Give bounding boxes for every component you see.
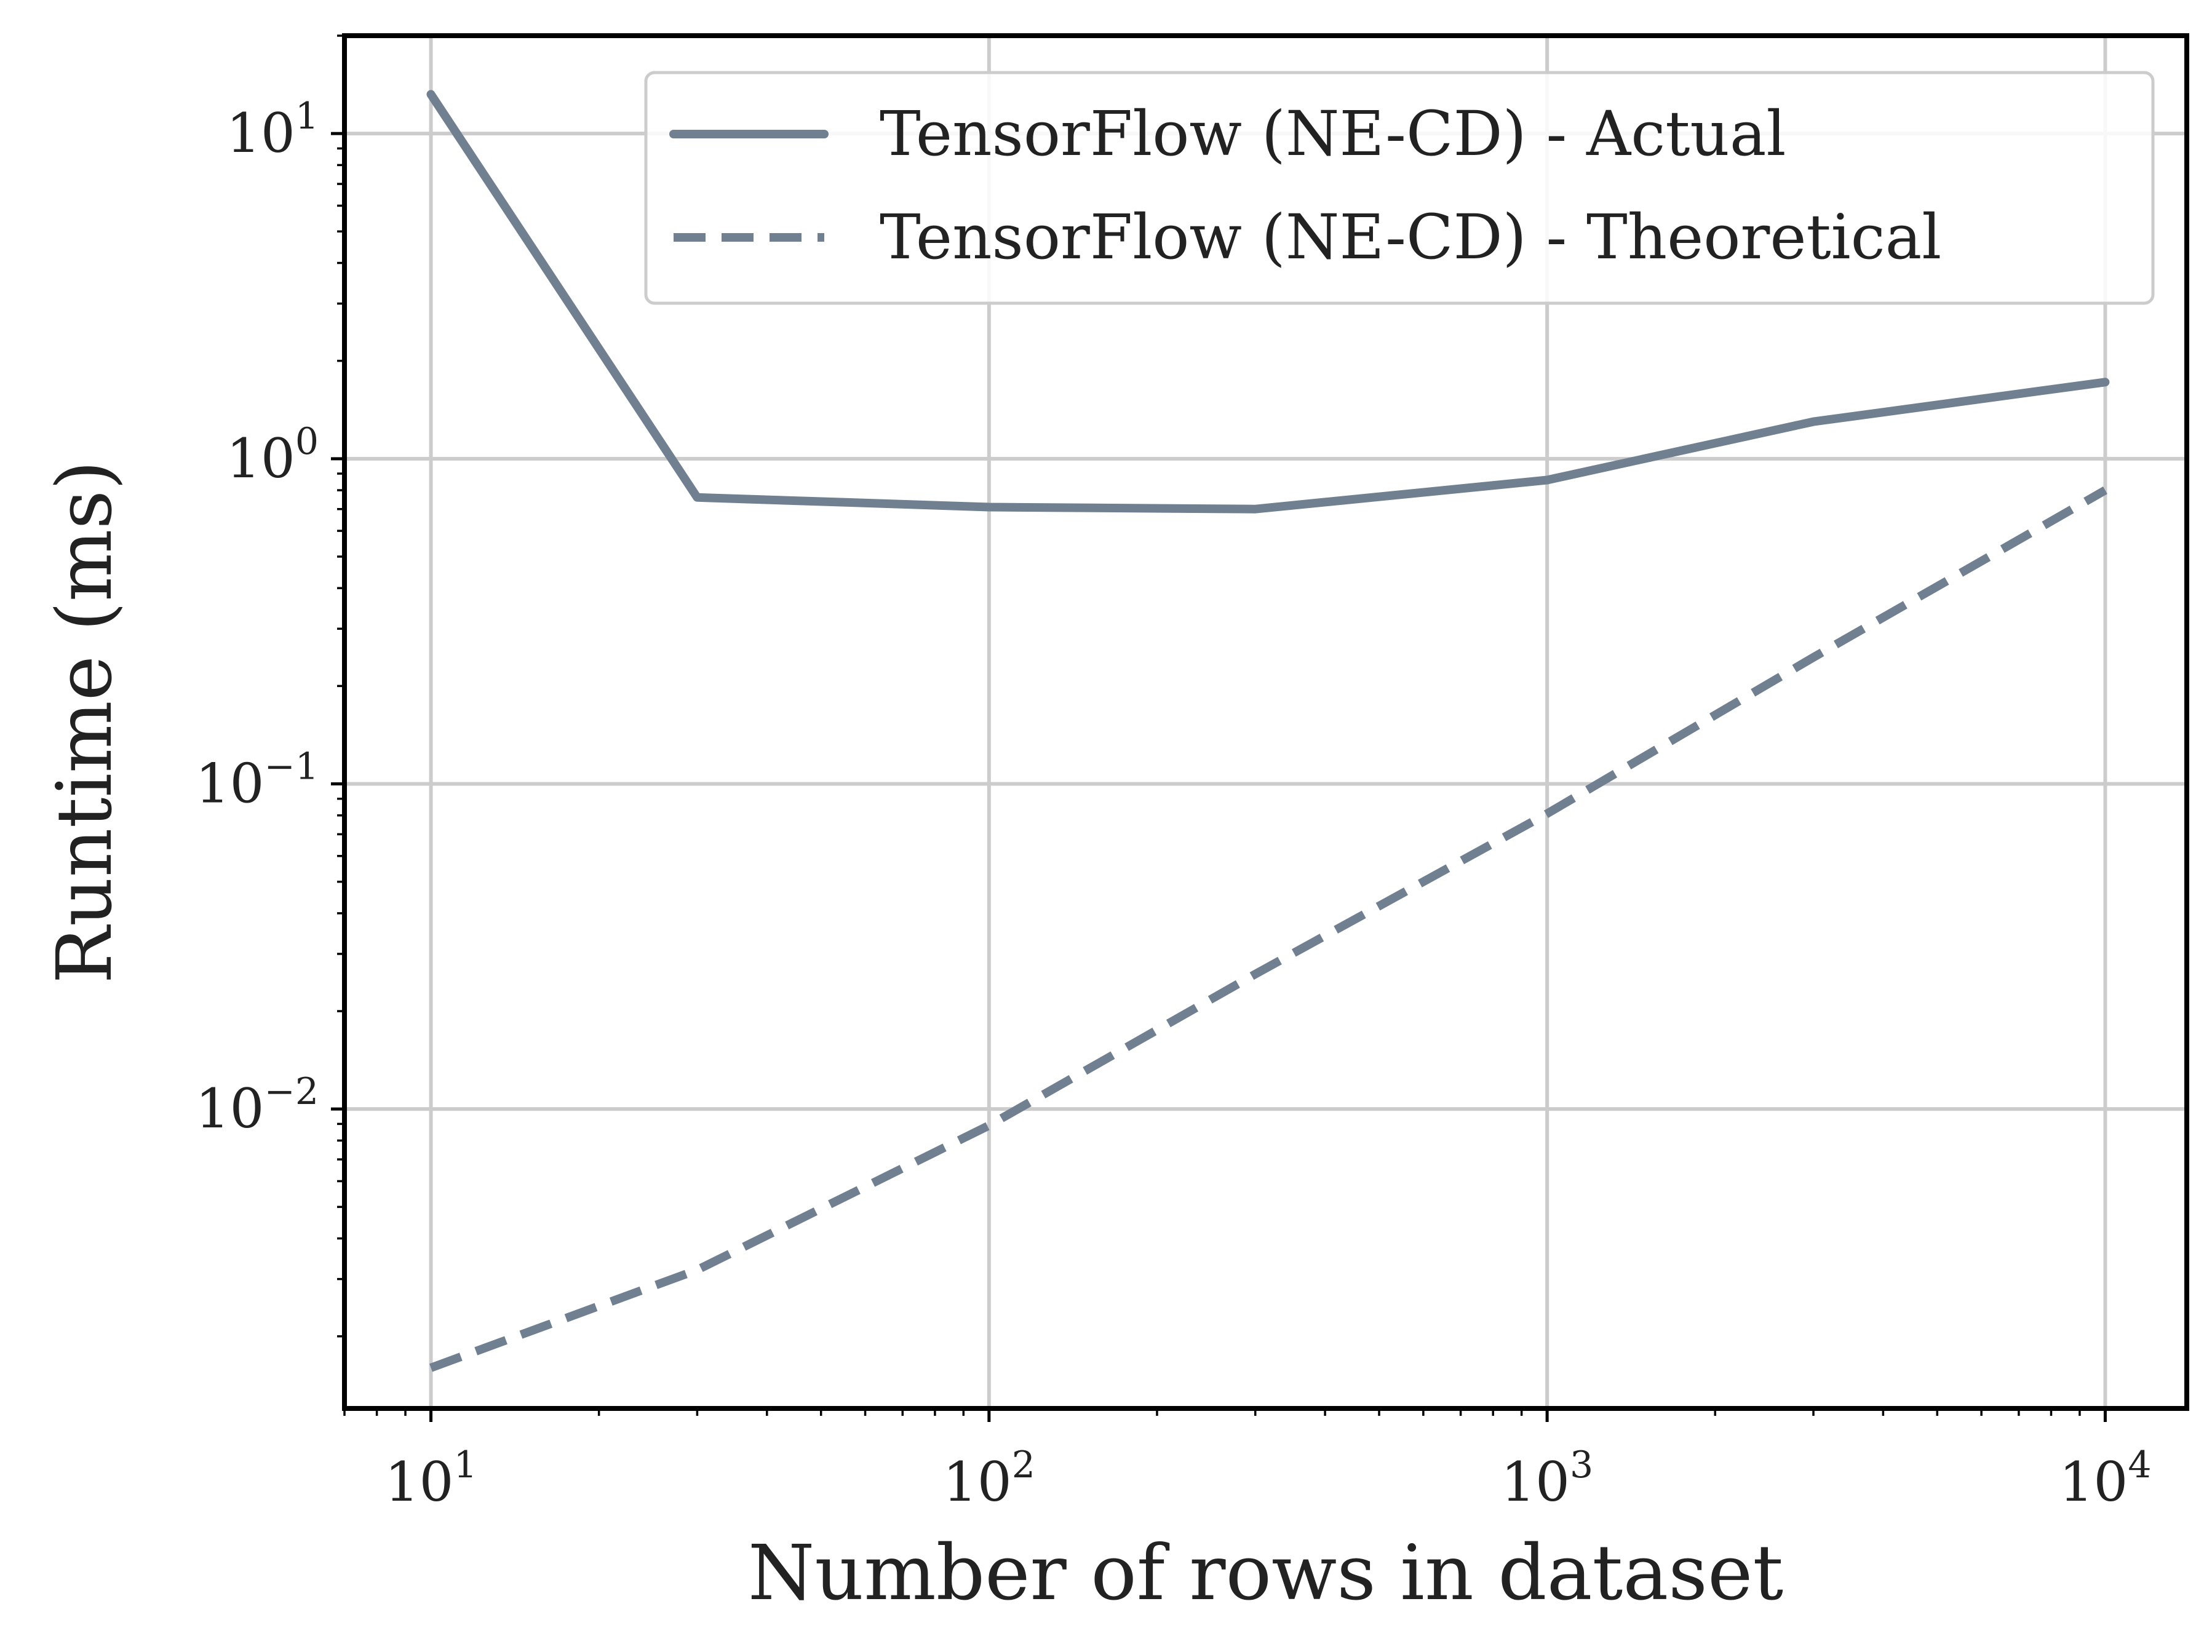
y-axis-title: Runtime (ms): [41, 461, 129, 984]
x-tick-label: 104: [2059, 1444, 2151, 1514]
y-tick-label: 101: [226, 95, 319, 165]
legend-box: [644, 71, 2155, 305]
y-tick-label: 10−1: [196, 745, 319, 816]
series-line-theoretical: [429, 486, 2107, 1372]
legend-label-actual: TensorFlow (NE-CD) - Actual: [880, 98, 1786, 170]
series-layer: [426, 90, 2110, 1372]
series-line-actual: [426, 90, 2110, 514]
y-tick-label: 10−2: [196, 1070, 319, 1140]
plot-frame: [342, 33, 2189, 1411]
axis-ticks: [331, 34, 2107, 1422]
legend-label-theoretical: TensorFlow (NE-CD) - Theoretical: [880, 201, 1941, 273]
x-tick-label: 103: [1501, 1444, 1593, 1514]
x-tick-label: 101: [384, 1444, 477, 1514]
y-tick-labels: 10−2 10−1 100 101: [196, 95, 319, 1140]
legend: TensorFlow (NE-CD) - Actual TensorFlow (N…: [644, 71, 2155, 305]
x-axis-title: Number of rows in dataset: [748, 1529, 1783, 1618]
x-tick-label: 102: [943, 1444, 1035, 1514]
x-tick-labels: 101 102 103 104: [384, 1444, 2151, 1514]
y-tick-label: 100: [226, 420, 319, 490]
